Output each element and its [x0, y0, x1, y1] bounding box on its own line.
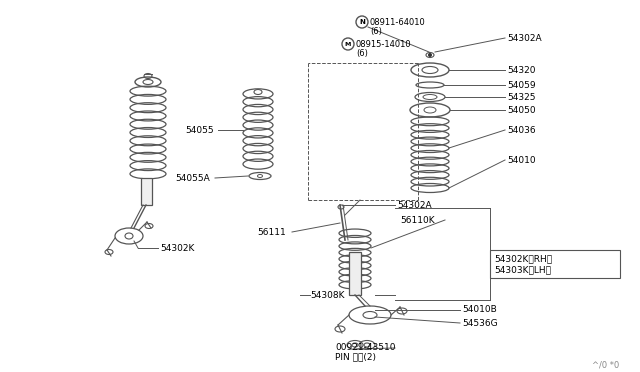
- Text: M: M: [345, 42, 351, 46]
- FancyBboxPatch shape: [349, 252, 361, 295]
- Text: 54325: 54325: [507, 93, 536, 102]
- Text: PIN ピン(2): PIN ピン(2): [335, 353, 376, 362]
- Text: 54050: 54050: [507, 106, 536, 115]
- Text: 54055A: 54055A: [175, 173, 210, 183]
- Text: 54302K＜RH＞: 54302K＜RH＞: [494, 254, 552, 263]
- Text: 54302A: 54302A: [507, 33, 541, 42]
- Text: 08915-14010: 08915-14010: [356, 39, 412, 48]
- Text: 54010B: 54010B: [462, 305, 497, 314]
- Text: 54303K＜LH＞: 54303K＜LH＞: [494, 266, 551, 275]
- Text: (6): (6): [370, 26, 382, 35]
- Text: 54302K: 54302K: [160, 244, 195, 253]
- Text: N: N: [359, 19, 365, 25]
- Circle shape: [428, 53, 432, 57]
- Text: ^/0 *0: ^/0 *0: [592, 360, 620, 369]
- Text: 54010: 54010: [507, 155, 536, 164]
- Text: 00921-43510: 00921-43510: [335, 343, 396, 353]
- Text: 54059: 54059: [507, 80, 536, 90]
- FancyBboxPatch shape: [141, 178, 152, 205]
- FancyBboxPatch shape: [490, 250, 620, 278]
- Text: 54036: 54036: [507, 125, 536, 135]
- Text: 54536G: 54536G: [462, 318, 498, 327]
- Text: 56111: 56111: [257, 228, 285, 237]
- Text: 08911-64010: 08911-64010: [370, 17, 426, 26]
- Text: 54308K: 54308K: [310, 291, 344, 299]
- Text: 54302A: 54302A: [397, 201, 431, 209]
- Text: (6): (6): [356, 48, 368, 58]
- Text: 56110K: 56110K: [400, 215, 435, 224]
- Text: 54320: 54320: [507, 65, 536, 74]
- Text: 54055: 54055: [185, 125, 214, 135]
